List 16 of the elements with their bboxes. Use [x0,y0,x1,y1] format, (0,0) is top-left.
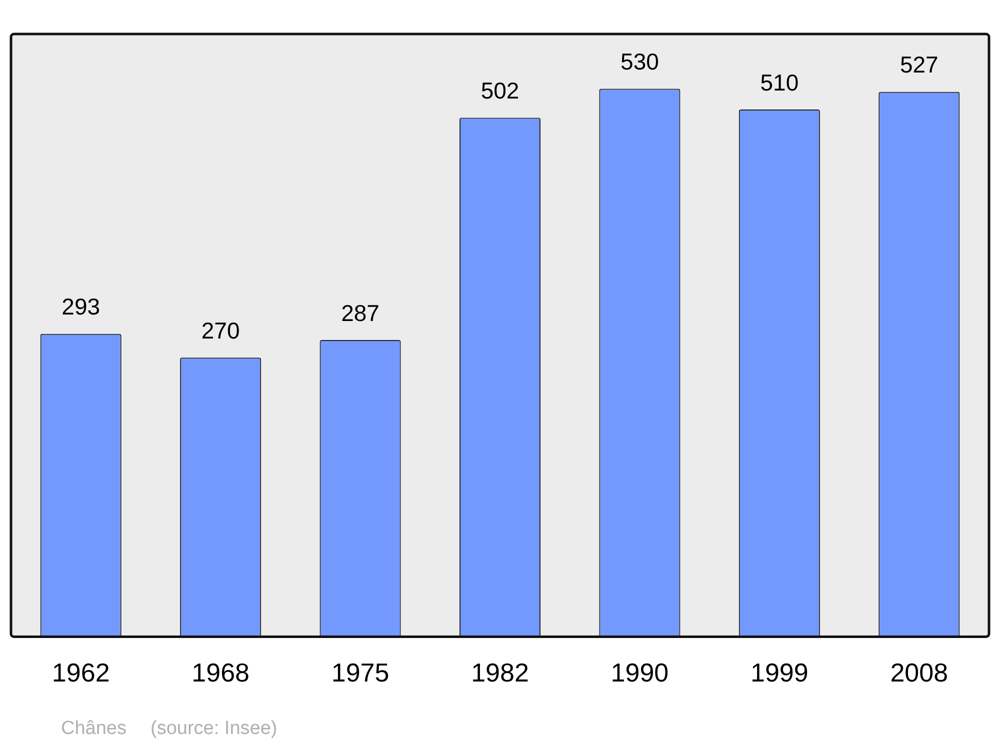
x-tick-label: 2008 [890,658,948,688]
text: Chânes [61,718,126,739]
data-label: 527 [900,52,938,78]
text: (source: Insee) [150,718,278,739]
data-label: 510 [760,69,799,96]
data-label: 270 [201,317,240,344]
data-label: 293 [62,294,100,320]
data-label: 287 [341,300,380,326]
x-tick-label: 1962 [52,658,110,688]
x-tick-label: 1975 [331,658,390,688]
data-label: 502 [480,78,520,104]
x-tick-label: 1999 [750,658,808,688]
x-tick-label: 1982 [471,658,529,688]
x-tick-label: 1968 [192,658,250,688]
data-label: 530 [620,48,659,75]
x-tick-label: 1990 [610,658,669,688]
